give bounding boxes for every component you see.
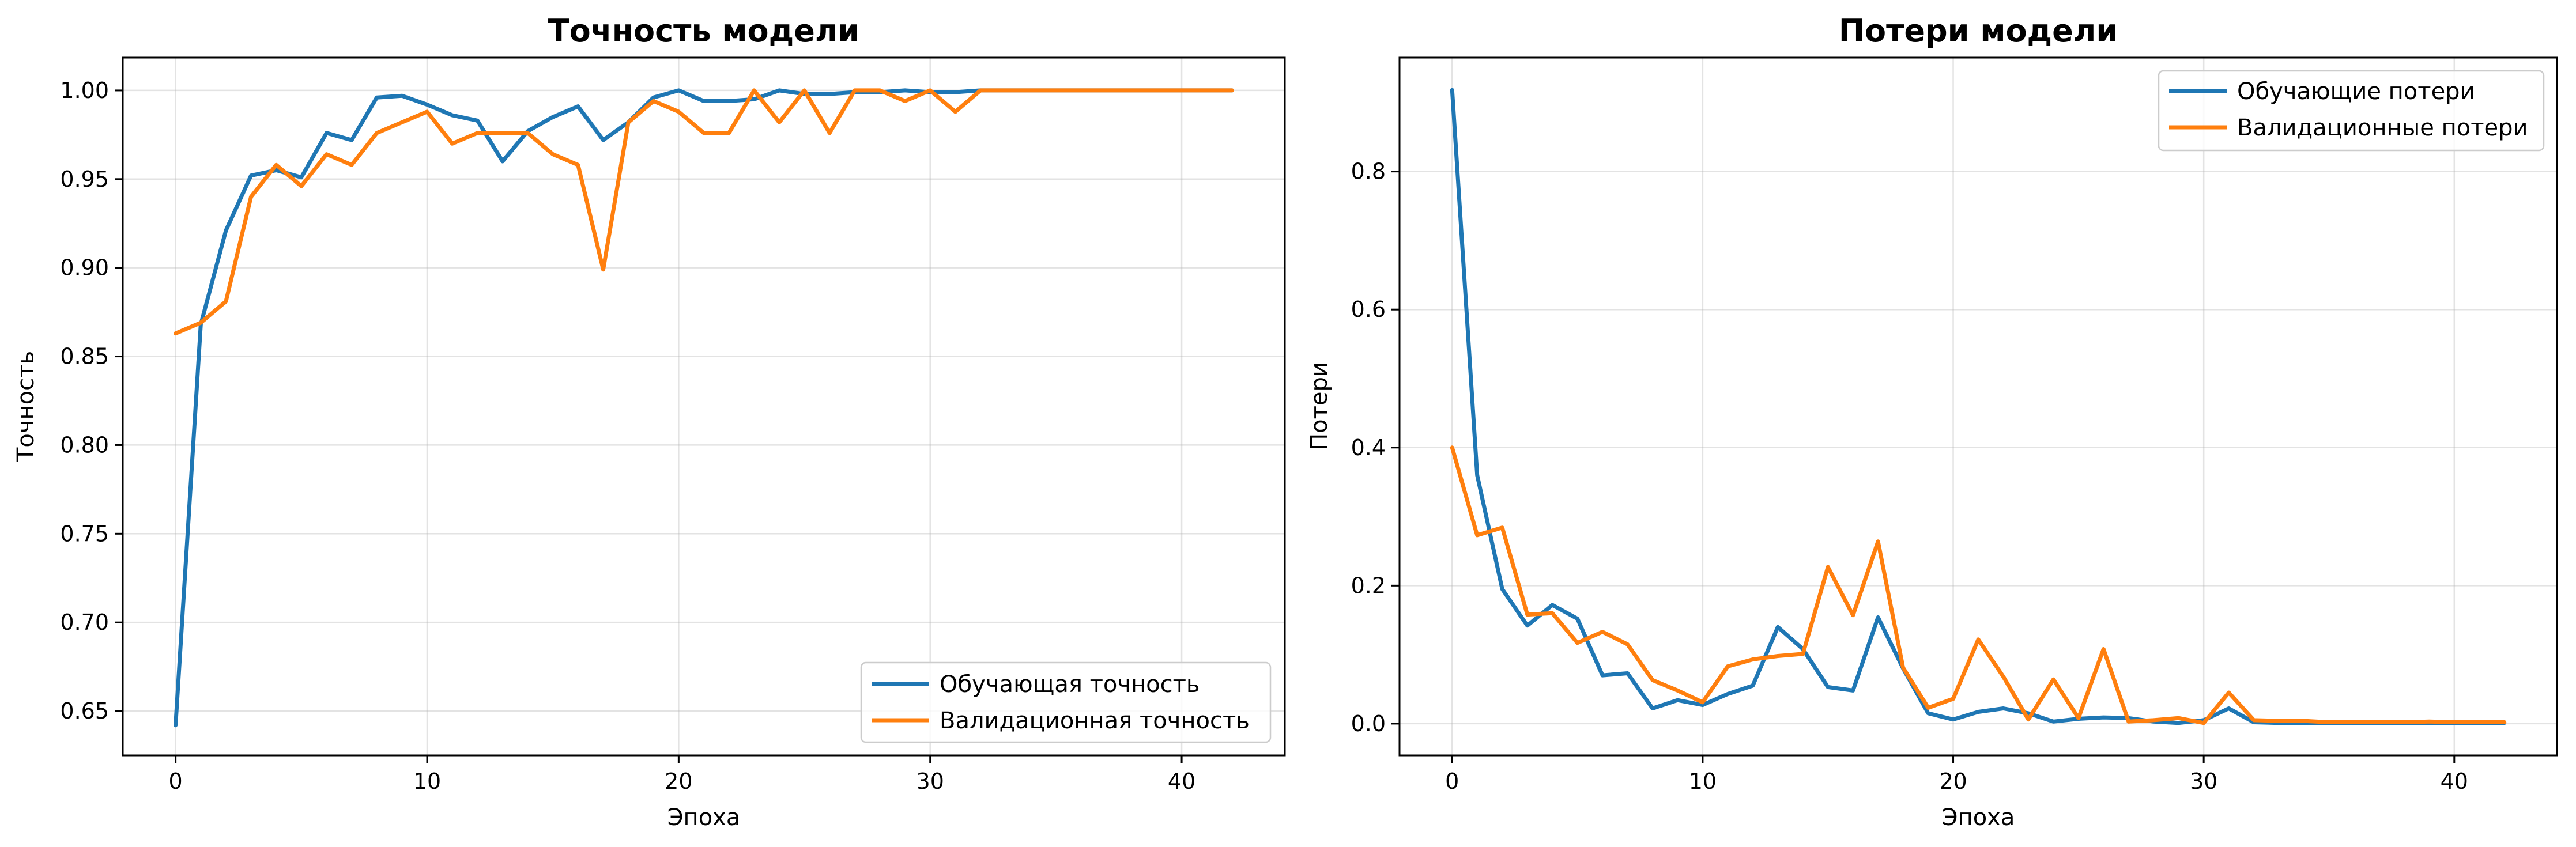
accuracy-series <box>174 88 1234 728</box>
accuracy-series-line-1 <box>174 88 1234 336</box>
accuracy-chart: Точность модели 0 10 20 30 40 0.650.700.750.… <box>13 13 1286 831</box>
loss-y-ticks: 0.0 0.2 0.4 0.6 0.8 <box>1351 159 1400 736</box>
accuracy-y-axis-label: Точность <box>13 351 39 462</box>
accuracy-plot-frame <box>122 56 1286 757</box>
accuracy-legend: Обучающая точность Валидационная точност… <box>860 661 1272 743</box>
loss-y-tick-label: 0.8 <box>1351 159 1386 184</box>
accuracy-x-tick-label: 30 <box>917 769 944 794</box>
loss-legend-box <box>2158 70 2545 152</box>
loss-x-tick-label: 30 <box>2190 769 2217 794</box>
loss-y-tick-label: 0.2 <box>1351 573 1386 598</box>
loss-y-axis-label: Потери <box>1306 362 1333 451</box>
accuracy-x-axis-label: Эпоха <box>667 804 741 831</box>
loss-x-tick-label: 20 <box>1939 769 1967 794</box>
accuracy-y-tick-label: 0.70 <box>60 610 109 635</box>
accuracy-x-tick-label: 0 <box>169 769 183 794</box>
accuracy-x-ticks: 0 10 20 30 40 <box>169 755 1195 794</box>
accuracy-y-tick-label: 0.75 <box>60 521 109 546</box>
loss-x-tick-label: 10 <box>1689 769 1717 794</box>
legend-label-val-accuracy: Валидационная точность <box>940 708 1250 734</box>
legend-label-train-accuracy: Обучающая точность <box>940 671 1200 698</box>
accuracy-chart-title: Точность модели <box>548 13 860 49</box>
accuracy-y-tick-label: 1.00 <box>60 78 109 103</box>
accuracy-y-tick-label: 0.80 <box>60 432 109 457</box>
accuracy-x-tick-label: 40 <box>1168 769 1195 794</box>
loss-y-tick-label: 0.4 <box>1351 435 1386 460</box>
loss-chart-title: Потери модели <box>1839 13 2118 49</box>
loss-y-tick-label: 0.6 <box>1351 297 1386 322</box>
loss-series-line-1 <box>1450 445 2507 725</box>
loss-y-tick-label: 0.0 <box>1351 711 1386 736</box>
accuracy-legend-box <box>860 661 1272 743</box>
accuracy-gridlines <box>123 58 1285 755</box>
loss-chart: Потери модели 0 10 20 30 40 0.00.20.40.60.8 … <box>1306 13 2558 831</box>
loss-plot-frame <box>1398 56 2558 757</box>
accuracy-y-ticks: 0.65 0.70 0.75 0.80 0.85 0.90 0.95 1.00 <box>60 78 123 724</box>
accuracy-y-tick-label: 0.90 <box>60 255 109 281</box>
loss-x-tick-label: 40 <box>2441 769 2468 794</box>
accuracy-y-tick-label: 0.95 <box>60 167 109 192</box>
accuracy-x-tick-label: 20 <box>665 769 692 794</box>
legend-label-val-loss: Валидационные потери <box>2237 115 2528 141</box>
accuracy-y-tick-label: 0.85 <box>60 344 109 369</box>
loss-x-tick-label: 0 <box>1445 769 1459 794</box>
legend-label-train-loss: Обучающие потери <box>2237 78 2475 105</box>
accuracy-x-tick-label: 10 <box>413 769 441 794</box>
accuracy-y-tick-label: 0.65 <box>60 698 109 724</box>
loss-legend: Обучающие потери Валидационные потери <box>2158 70 2545 152</box>
loss-x-axis-label: Эпоха <box>1942 804 2015 831</box>
loss-series <box>1450 88 2507 725</box>
loss-x-ticks: 0 10 20 30 40 <box>1445 755 2468 794</box>
